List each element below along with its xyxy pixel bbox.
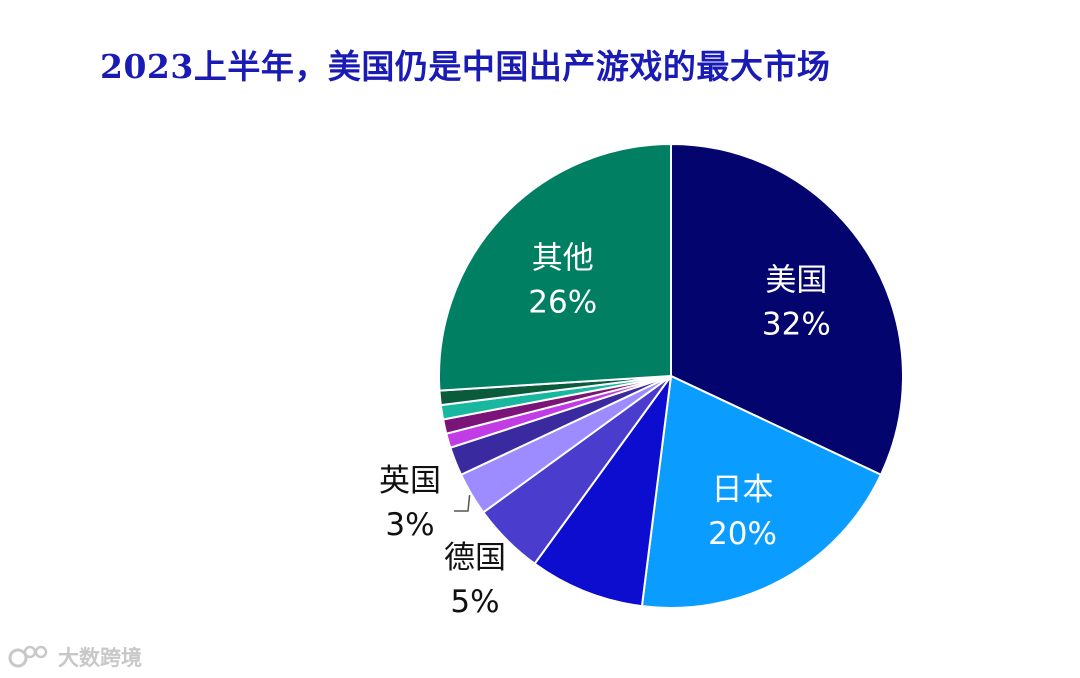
slice-value-label-日本: 20% bbox=[708, 516, 777, 552]
leader-line-英国 bbox=[454, 495, 471, 512]
slice-label-德国: 德国 bbox=[444, 540, 506, 576]
pie-slice-日本 bbox=[640, 374, 883, 609]
slice-label-英国: 英国 bbox=[379, 463, 441, 499]
watermark-logo-icon bbox=[8, 645, 48, 668]
watermark: 大数跨境 bbox=[8, 642, 142, 672]
slice-label-日本: 日本 bbox=[712, 472, 774, 508]
slice-value-label-英国: 3% bbox=[385, 507, 434, 543]
chart-title: 2023上半年，美国仍是中国出产游戏的最大市场 bbox=[100, 47, 831, 86]
watermark-text: 大数跨境 bbox=[58, 646, 142, 670]
slice-label-美国: 美国 bbox=[765, 262, 827, 298]
pie-slice-其他 bbox=[438, 142, 672, 392]
pie-slice-minor-2 bbox=[533, 375, 672, 608]
slice-value-label-德国: 5% bbox=[450, 584, 499, 620]
slice-value-label-美国: 32% bbox=[762, 306, 831, 342]
pie-slice-美国 bbox=[670, 142, 904, 477]
slice-label-其他: 其他 bbox=[532, 240, 594, 276]
slice-value-label-其他: 26% bbox=[528, 284, 597, 320]
